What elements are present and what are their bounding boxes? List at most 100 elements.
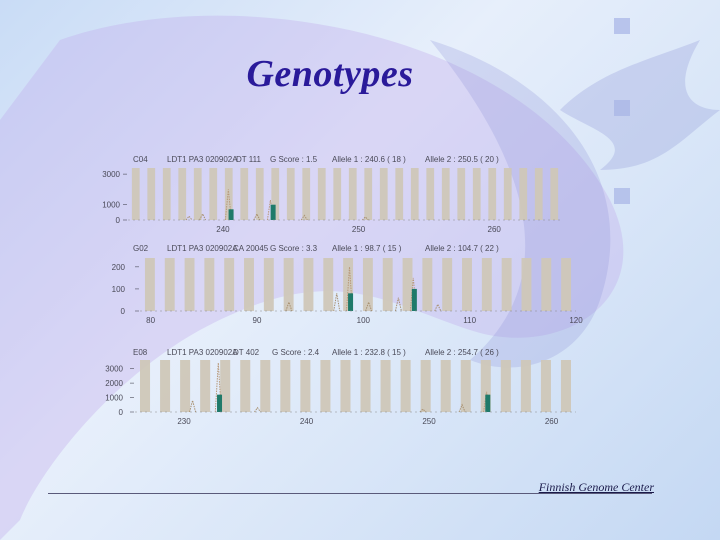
x-tick-label: 230: [177, 417, 191, 426]
allele-bin: [501, 258, 512, 311]
y-tick-label: 2000: [105, 379, 123, 388]
x-tick-label: 250: [352, 225, 366, 234]
slide-title: Genotypes: [246, 53, 414, 95]
allele-bin: [400, 360, 411, 412]
allele-bin: [323, 258, 334, 311]
signal-peak: [253, 212, 261, 221]
allele-bin: [240, 168, 249, 220]
x-tick-label: 90: [253, 316, 262, 325]
allele-bin: [410, 168, 419, 220]
allele-bin: [472, 168, 481, 220]
x-tick-label: 250: [422, 417, 436, 426]
x-tick-label: 240: [300, 417, 314, 426]
allele-bin: [442, 258, 453, 311]
signal-peak: [199, 212, 207, 221]
allele-bin: [520, 360, 531, 412]
allele-bin: [462, 258, 472, 311]
allele-bin: [333, 168, 342, 220]
allele-peak-fill: [228, 209, 234, 220]
allele-bin: [140, 360, 151, 412]
allele-bin: [500, 360, 511, 412]
allele-bin: [300, 360, 311, 412]
signal-peak: [365, 300, 373, 312]
signal-peak: [483, 391, 491, 413]
allele-bin: [519, 168, 528, 220]
allele-bin: [147, 168, 156, 220]
allele-bin: [204, 258, 215, 311]
corner-square-3: [614, 188, 630, 204]
x-tick-label: 260: [488, 225, 502, 234]
allele-bin: [320, 360, 331, 412]
allele-bin: [302, 168, 311, 220]
allele-bin: [220, 360, 231, 412]
allele-bin: [440, 360, 451, 412]
panel-header-allele1: Allele 1 : 240.6 ( 18 ): [332, 155, 406, 164]
allele-bin: [164, 258, 175, 311]
allele-bin: [561, 258, 572, 311]
allele-bin: [263, 258, 274, 311]
allele-bin: [144, 258, 155, 311]
panel-header-well: E08: [133, 348, 148, 357]
allele-bin: [541, 258, 552, 311]
panel-header-allele2: Allele 2 : 250.5 ( 20 ): [425, 155, 499, 164]
corner-square-1: [614, 18, 630, 34]
panel-header-well: C04: [133, 155, 148, 164]
signal-peak: [214, 362, 222, 413]
panel-header-allele1: Allele 1 : 98.7 ( 15 ): [332, 244, 402, 253]
y-tick-label: 0: [119, 408, 124, 417]
allele-bin: [348, 168, 357, 220]
signal-peak: [434, 303, 442, 312]
allele-bin: [380, 360, 391, 412]
signal-peak: [185, 215, 193, 221]
allele-bin: [379, 168, 388, 220]
panel-header-gscore: G Score : 2.4: [272, 348, 320, 357]
y-tick-label: 3000: [102, 170, 120, 179]
allele-bin: [395, 168, 404, 220]
allele-bin: [162, 168, 171, 220]
allele-bin: [441, 168, 450, 220]
signal-peak: [394, 297, 402, 312]
allele-bin: [481, 258, 492, 311]
x-tick-label: 240: [216, 225, 230, 234]
panel-header-run: LDT1 PA3 020902A: [167, 244, 238, 253]
allele-bin: [200, 360, 211, 412]
signal-peak: [300, 214, 308, 221]
panel-header-run: LDT1 PA3 020902A: [167, 348, 238, 357]
allele-bin: [480, 360, 491, 412]
signal-peak: [189, 398, 197, 413]
allele-bin: [362, 258, 373, 311]
x-tick-label: 120: [569, 316, 583, 325]
y-tick-label: 200: [112, 263, 126, 272]
y-tick-label: 1000: [105, 394, 123, 403]
panel-header-run: LDT1 PA3 020902A: [167, 155, 238, 164]
allele-peak-fill: [411, 288, 417, 311]
x-tick-label: 100: [357, 316, 371, 325]
allele-bin: [160, 360, 171, 412]
y-tick-label: 0: [121, 307, 126, 316]
signal-peak: [254, 406, 261, 413]
allele-bin: [271, 168, 280, 220]
panel-header-allele2: Allele 2 : 104.7 ( 22 ): [425, 244, 499, 253]
x-tick-label: 260: [545, 417, 559, 426]
allele-bin: [184, 258, 195, 311]
panel-header-well: G02: [133, 244, 149, 253]
allele-bin: [460, 360, 471, 412]
allele-bin: [503, 168, 512, 220]
allele-bin: [540, 360, 551, 412]
allele-bin: [280, 360, 291, 412]
signal-peak: [419, 408, 427, 413]
allele-bin: [193, 168, 202, 220]
allele-bin: [286, 168, 295, 220]
allele-peak-fill: [217, 394, 223, 412]
x-tick-label: 110: [463, 316, 476, 325]
allele-peak-fill: [270, 204, 276, 220]
background-flame: [560, 40, 720, 170]
allele-bin: [244, 258, 254, 311]
allele-bin: [343, 258, 354, 311]
allele-bin: [255, 168, 264, 220]
allele-bin: [488, 168, 497, 220]
allele-bin: [422, 258, 433, 311]
